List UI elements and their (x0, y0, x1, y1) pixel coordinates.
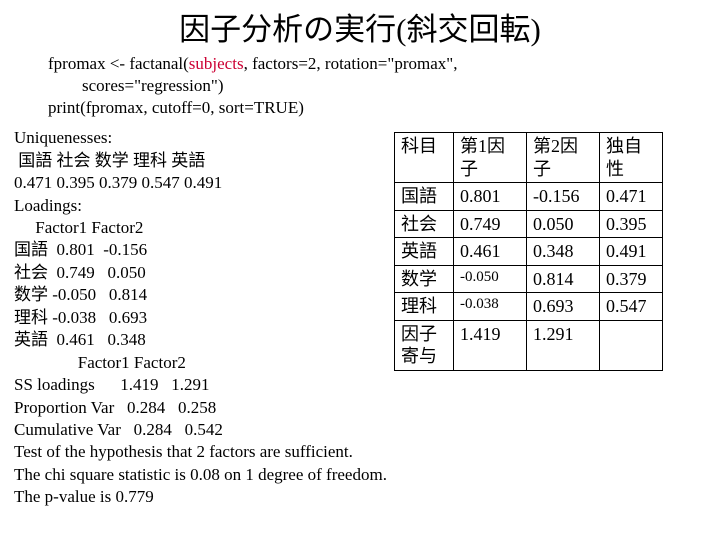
cell-f1: 0.801 (454, 183, 527, 211)
page-title: 因子分析の実行(斜交回転) (0, 0, 720, 53)
code-subjects: subjects (189, 54, 244, 73)
cell-f2: 0.050 (527, 210, 600, 238)
code-text: , factors=2, rotation="promax", (244, 54, 458, 73)
table-row-footer: 因子寄与 1.419 1.291 (395, 320, 663, 370)
code-line-2: scores="regression") (48, 75, 710, 97)
output-line: Cumulative Var 0.284 0.542 (14, 419, 720, 441)
cell-f1: -0.050 (454, 265, 527, 293)
table-header-factor2: 第2因子 (527, 133, 600, 183)
code-line-1: fpromax <- factanal(subjects, factors=2,… (48, 53, 710, 75)
cell-u: 0.491 (600, 238, 663, 266)
cell-f1: 1.419 (454, 320, 527, 370)
code-line-3: print(fpromax, cutoff=0, sort=TRUE) (48, 97, 710, 119)
cell-f1: -0.038 (454, 293, 527, 321)
cell-f1: 0.749 (454, 210, 527, 238)
cell-f2: 0.693 (527, 293, 600, 321)
output-line: Proportion Var 0.284 0.258 (14, 397, 720, 419)
cell-f2: 0.814 (527, 265, 600, 293)
output-line: The chi square statistic is 0.08 on 1 de… (14, 464, 720, 486)
table-header-subject: 科目 (395, 133, 454, 183)
cell-subject: 英語 (395, 238, 454, 266)
table-row: 国語 0.801 -0.156 0.471 (395, 183, 663, 211)
table-row: 英語 0.461 0.348 0.491 (395, 238, 663, 266)
code-text: fpromax <- factanal( (48, 54, 189, 73)
table-header-uniqueness: 独自性 (600, 133, 663, 183)
code-block: fpromax <- factanal(subjects, factors=2,… (0, 53, 720, 119)
cell-subject: 因子寄与 (395, 320, 454, 370)
cell-f2: 0.348 (527, 238, 600, 266)
output-line: The p-value is 0.779 (14, 486, 720, 508)
cell-u: 0.471 (600, 183, 663, 211)
cell-subject: 国語 (395, 183, 454, 211)
cell-u: 0.547 (600, 293, 663, 321)
cell-subject: 理科 (395, 293, 454, 321)
loadings-table: 科目 第1因子 第2因子 独自性 国語 0.801 -0.156 0.471 社… (394, 132, 663, 371)
cell-f2: -0.156 (527, 183, 600, 211)
table-row: 数学 -0.050 0.814 0.379 (395, 265, 663, 293)
cell-f1: 0.461 (454, 238, 527, 266)
cell-f2: 1.291 (527, 320, 600, 370)
cell-subject: 数学 (395, 265, 454, 293)
cell-subject: 社会 (395, 210, 454, 238)
output-line: SS loadings 1.419 1.291 (14, 374, 720, 396)
table-row: 社会 0.749 0.050 0.395 (395, 210, 663, 238)
table-row: 理科 -0.038 0.693 0.547 (395, 293, 663, 321)
cell-u (600, 320, 663, 370)
cell-u: 0.379 (600, 265, 663, 293)
output-line: Test of the hypothesis that 2 factors ar… (14, 441, 720, 463)
table-header-factor1: 第1因子 (454, 133, 527, 183)
cell-u: 0.395 (600, 210, 663, 238)
